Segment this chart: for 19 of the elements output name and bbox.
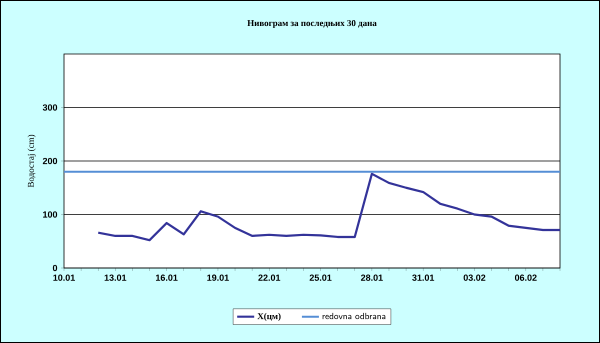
y-axis-title: Водостај (cm) bbox=[28, 134, 36, 188]
chart-title: Нивограм за последњих 30 дана bbox=[247, 20, 377, 28]
x-tick-label: 06.02 bbox=[514, 274, 537, 281]
legend-label: X(цм) bbox=[257, 312, 281, 321]
x-tick-label: 25.01 bbox=[310, 274, 332, 281]
x-tick-label: 19.01 bbox=[207, 274, 229, 281]
x-tick-label: 10.01 bbox=[53, 274, 75, 281]
x-tick-label: 03.02 bbox=[464, 274, 486, 281]
legend-label: redovna odbrana bbox=[322, 312, 386, 320]
line-series bbox=[97, 172, 560, 242]
y-tick-label: 300 bbox=[42, 104, 58, 111]
x-tick-label: 16.01 bbox=[156, 274, 178, 281]
x-tick-label: 22.01 bbox=[258, 274, 280, 281]
y-tick-label: 100 bbox=[43, 211, 58, 218]
y-tick-label: 200 bbox=[42, 158, 58, 164]
x-tick-label: 28.01 bbox=[360, 274, 383, 281]
x-tick-label: 31.01 bbox=[412, 274, 434, 281]
y-tick-label: 0 bbox=[52, 264, 58, 272]
x-tick-label: 13.01 bbox=[104, 274, 126, 281]
